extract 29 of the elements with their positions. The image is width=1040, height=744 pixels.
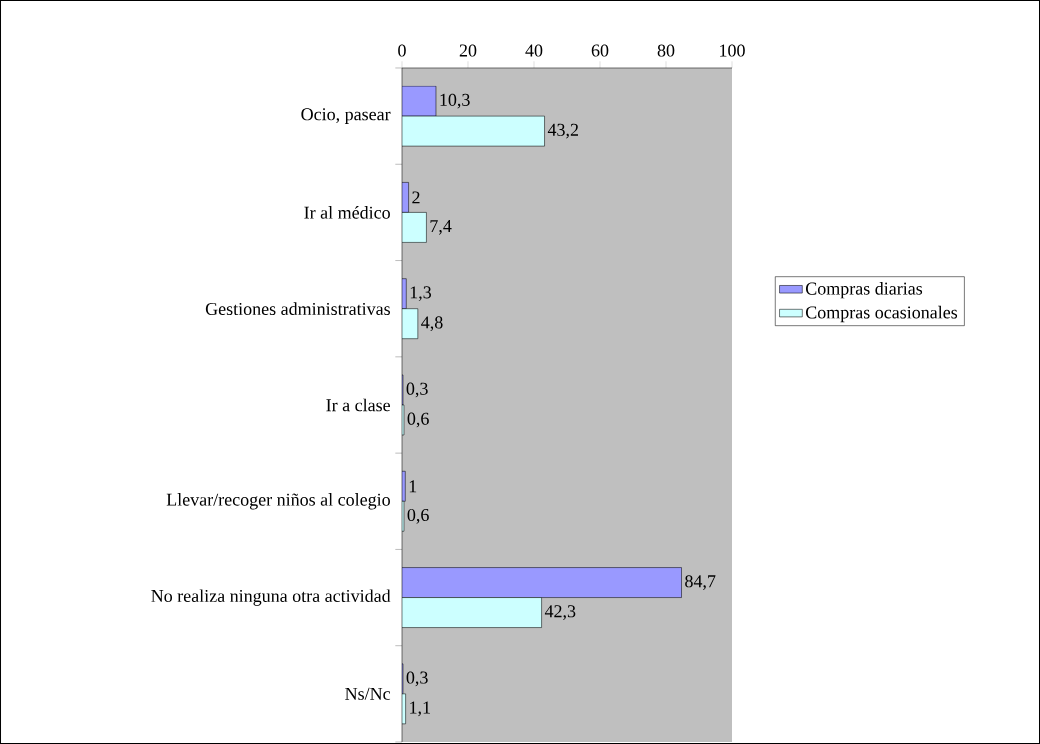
x-tick-label: 60	[591, 44, 609, 57]
data-label: 1,1	[410, 701, 430, 717]
legend-label: Compras diarias	[805, 282, 923, 299]
x-tick-label: 40	[525, 44, 543, 57]
x-tick-label: 80	[657, 44, 675, 57]
y-tick-label: Gestiones administrativas	[205, 302, 390, 316]
data-label: 1	[409, 480, 417, 493]
y-tick-label: Llevar/recoger niños al colegio	[166, 493, 390, 510]
data-label: 7,4	[430, 220, 452, 235]
y-tick-label: Ocio, pasear	[301, 108, 391, 124]
data-label: 42,3	[544, 605, 576, 620]
data-label: 1,3	[410, 286, 432, 302]
data-label: 0,6	[407, 412, 429, 428]
data-label: 0,3	[406, 382, 428, 398]
x-tick-label: 20	[459, 44, 477, 57]
y-tick-label: Ir a clase	[326, 398, 390, 412]
data-label: 0,3	[406, 671, 428, 687]
x-tick-label: 0	[398, 44, 406, 57]
y-tick-label: No realiza ninguna otra actividad	[151, 589, 391, 606]
y-tick-label: Ns/Nc	[345, 687, 391, 700]
y-tick-label: Ir al médico	[304, 206, 390, 219]
x-tick-label: 100	[720, 44, 745, 57]
data-label: 4,8	[421, 316, 443, 332]
legend-label: Compras ocasionales	[805, 305, 958, 323]
data-label: 84,7	[685, 575, 716, 590]
data-label: 43,2	[547, 123, 578, 139]
data-label: 2	[412, 191, 420, 204]
data-label: 10,3	[440, 93, 470, 109]
data-label: 0,6	[407, 508, 429, 524]
